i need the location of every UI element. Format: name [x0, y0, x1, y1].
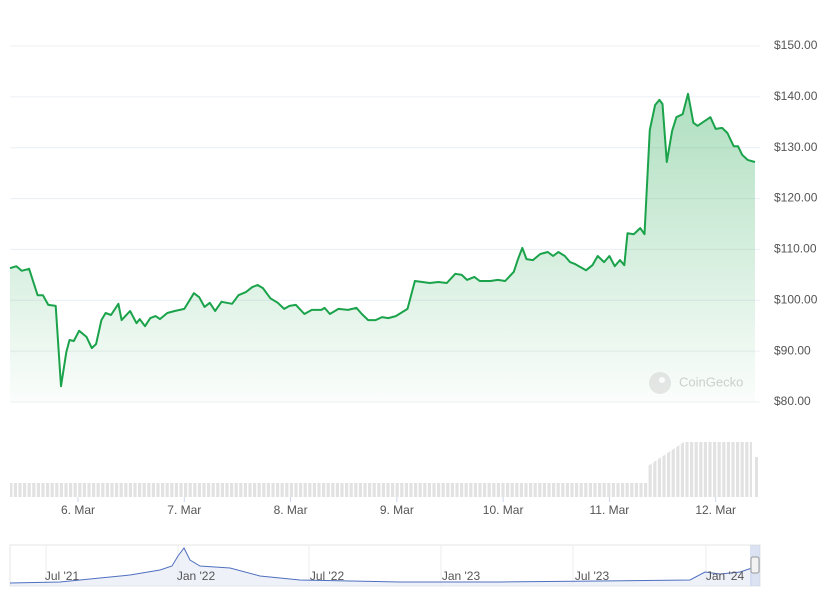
navigator-label: Jul '21: [45, 569, 80, 583]
x-tick-label: 8. Mar: [274, 503, 308, 517]
navigator-handle[interactable]: [750, 556, 760, 574]
y-tick-label: $100.00: [774, 292, 818, 306]
watermark: CoinGecko: [649, 372, 743, 394]
navigator-label: Jul '22: [310, 569, 345, 583]
navigator-label: Jul '23: [575, 569, 610, 583]
y-tick-label: $80.00: [774, 394, 811, 408]
x-tick-label: 12. Mar: [695, 503, 736, 517]
price-line: [9, 92, 756, 388]
watermark-text: CoinGecko: [679, 374, 743, 389]
x-tick-label: 6. Mar: [61, 503, 95, 517]
y-tick-label: $110.00: [774, 242, 817, 256]
navigator-label: Jan '22: [177, 569, 216, 583]
y-tick-label: $140.00: [774, 89, 818, 103]
navigator-label: Jan '23: [442, 569, 481, 583]
y-tick-label: $130.00: [774, 140, 818, 154]
x-tick-label: 9. Mar: [380, 503, 414, 517]
x-tick-label: 7. Mar: [167, 503, 201, 517]
volume-bar-last: [755, 457, 758, 497]
x-tick-label: 10. Mar: [483, 503, 524, 517]
navigator-area: [10, 548, 752, 586]
y-tick-label: $90.00: [774, 343, 811, 357]
volume-bars: [10, 442, 752, 497]
x-tick-label: 11. Mar: [590, 503, 630, 517]
y-tick-label: $120.00: [774, 191, 818, 205]
y-tick-label: $150.00: [774, 38, 818, 52]
navigator-label: Jan '24: [706, 569, 745, 583]
navigator-line: [9, 547, 753, 584]
navigator: Jul '21 Jan '22 Jul '22 Jan '23 Jul '23 …: [9, 544, 761, 587]
price-area: [10, 93, 755, 403]
